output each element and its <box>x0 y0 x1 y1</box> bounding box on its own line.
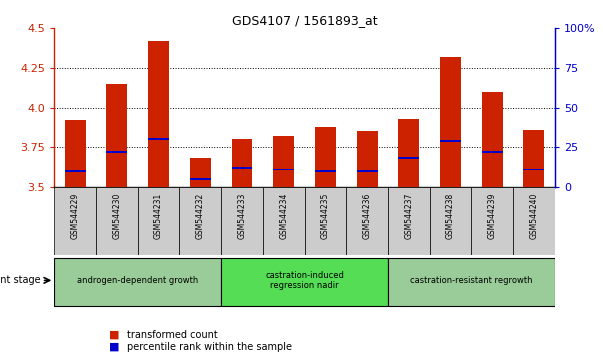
Text: GSM544231: GSM544231 <box>154 192 163 239</box>
Bar <box>429 187 472 255</box>
Bar <box>180 187 221 255</box>
Bar <box>54 258 221 306</box>
Bar <box>399 158 419 159</box>
Text: castration-resistant regrowth: castration-resistant regrowth <box>410 276 532 285</box>
Bar <box>106 84 127 187</box>
Bar <box>523 130 545 187</box>
Bar <box>523 169 545 170</box>
Bar <box>273 136 294 187</box>
Bar <box>356 170 377 172</box>
Text: GSM544233: GSM544233 <box>238 192 247 239</box>
Text: GSM544232: GSM544232 <box>196 192 205 239</box>
Bar <box>472 187 513 255</box>
Bar <box>346 187 388 255</box>
Text: GSM544236: GSM544236 <box>362 192 371 239</box>
Text: GSM544235: GSM544235 <box>321 192 330 239</box>
Text: development stage: development stage <box>0 275 41 285</box>
Bar <box>513 187 555 255</box>
Bar <box>482 151 503 153</box>
Text: transformed count: transformed count <box>127 330 217 339</box>
Bar <box>399 119 419 187</box>
Bar <box>315 127 336 187</box>
Bar <box>482 92 503 187</box>
Text: androgen-dependent growth: androgen-dependent growth <box>77 276 198 285</box>
Bar <box>440 57 461 187</box>
Bar <box>440 140 461 142</box>
Bar <box>388 187 429 255</box>
Bar <box>263 187 305 255</box>
Title: GDS4107 / 1561893_at: GDS4107 / 1561893_at <box>232 14 377 27</box>
Bar <box>221 258 388 306</box>
Bar <box>148 41 169 187</box>
Text: GSM544239: GSM544239 <box>488 192 497 239</box>
Bar <box>388 258 555 306</box>
Text: GSM544240: GSM544240 <box>529 192 538 239</box>
Bar <box>315 170 336 172</box>
Bar <box>232 167 253 169</box>
Bar <box>273 169 294 170</box>
Text: GSM544238: GSM544238 <box>446 192 455 239</box>
Text: ■: ■ <box>109 330 122 339</box>
Bar <box>356 131 377 187</box>
Text: GSM544229: GSM544229 <box>71 192 80 239</box>
Bar <box>106 151 127 153</box>
Bar <box>190 158 210 187</box>
Text: GSM544234: GSM544234 <box>279 192 288 239</box>
Bar <box>137 187 180 255</box>
Bar <box>305 187 346 255</box>
Bar <box>148 138 169 140</box>
Bar <box>190 178 210 180</box>
Bar <box>65 170 86 172</box>
Text: GSM544230: GSM544230 <box>112 192 121 239</box>
Text: castration-induced
regression nadir: castration-induced regression nadir <box>265 271 344 290</box>
Bar <box>232 139 253 187</box>
Bar <box>96 187 137 255</box>
Text: ■: ■ <box>109 342 122 352</box>
Bar <box>54 187 96 255</box>
Text: percentile rank within the sample: percentile rank within the sample <box>127 342 292 352</box>
Bar <box>65 120 86 187</box>
Bar <box>221 187 263 255</box>
Text: GSM544237: GSM544237 <box>404 192 413 239</box>
